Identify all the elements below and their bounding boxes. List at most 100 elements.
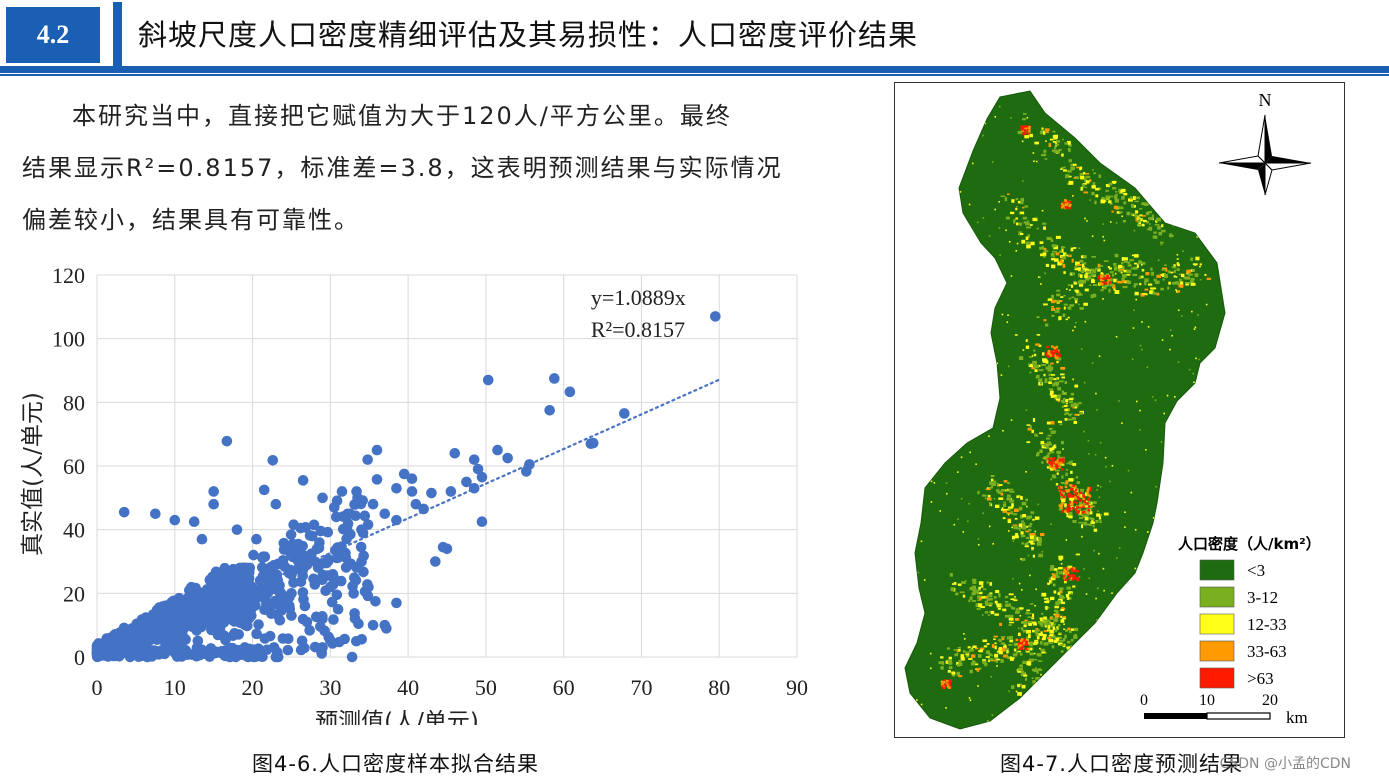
density-cell [1177,309,1180,312]
density-cell [1081,524,1084,529]
density-cell [1052,626,1055,630]
density-cell [1062,448,1064,450]
density-cell [1019,722,1022,725]
data-point [472,463,484,475]
density-cell [1095,392,1097,395]
density-cell [998,651,1003,655]
density-cell [1113,287,1116,291]
density-cell [1037,620,1043,624]
density-cell [984,497,987,500]
density-hotspot [1110,636,1113,639]
density-cell [1040,612,1044,615]
density-cell [1142,292,1146,295]
density-cell [1021,140,1024,143]
density-cell [1134,214,1138,218]
density-cell [994,504,1000,509]
density-cell [1031,429,1034,434]
density-cell [1036,334,1041,336]
density-cell [1015,617,1020,621]
density-hotspot [1066,201,1070,204]
density-cell [1008,617,1014,621]
density-cell [1121,261,1124,265]
density-cell [1006,497,1011,501]
density-cell [1025,409,1028,411]
density-cell [1045,263,1050,267]
density-cell [980,606,985,609]
density-cell [1163,461,1166,464]
density-cell [998,497,1004,500]
density-cell [1107,707,1110,710]
density-cell [1015,608,1019,612]
density-cell [1184,172,1187,175]
density-cell [1050,238,1053,241]
density-cell [991,161,994,163]
density-cell [1180,590,1183,593]
density-cell [1061,440,1064,445]
density-cell [1062,263,1066,268]
density-cell [1123,259,1128,263]
density-cell [1051,250,1057,253]
density-cell [919,516,922,518]
density-cell [1060,601,1065,605]
density-cell [996,658,1001,661]
density-cell [1064,380,1067,385]
density-cell [995,659,998,663]
density-cell [1135,217,1138,222]
density-hotspot [1062,495,1066,499]
density-hotspot [1097,276,1101,280]
density-hotspot [1020,643,1023,647]
density-cell [972,252,974,255]
density-cell [1148,211,1153,214]
density-cell [1176,262,1180,265]
data-point [202,605,214,617]
data-point [350,574,362,586]
density-cell [1051,149,1057,152]
data-point [321,557,332,569]
density-cell [1033,658,1038,661]
density-cell [1207,461,1210,464]
data-point [391,597,402,609]
density-cell [1033,652,1036,655]
density-cell [1114,610,1117,613]
density-cell [1038,633,1044,636]
density-hotspot [1067,206,1071,210]
density-cell [1027,234,1030,238]
density-cell [1050,239,1054,242]
density-cell [1079,501,1083,506]
density-cell [1162,267,1167,270]
density-cell [980,648,985,650]
density-cell [1102,223,1104,225]
density-cell [1060,481,1065,485]
density-cell [1028,528,1032,532]
density-cell [1083,430,1085,433]
density-cell [1033,349,1036,352]
density-cell [1036,636,1040,640]
density-hotspot [1062,570,1066,574]
data-point [147,609,159,620]
density-cell [1076,710,1078,713]
density-cell [1055,235,1061,239]
density-cell [1156,274,1162,278]
density-hotspot [1110,633,1114,636]
density-cell [1019,652,1023,656]
density-cell [946,385,949,388]
density-cell [1006,649,1009,654]
density-cell [1078,402,1082,405]
density-cell [1014,596,1016,598]
density-cell [1055,143,1060,146]
density-cell [979,649,983,653]
density-cell [1164,458,1167,461]
density-cell [948,661,953,665]
density-cell [1061,401,1066,404]
density-cell [1047,620,1051,623]
density-cell [956,671,961,676]
density-cell [1025,236,1029,240]
density-cell [1022,216,1027,220]
density-cell [1076,481,1080,484]
density-cell [1067,147,1071,152]
density-cell [1059,639,1065,642]
density-hotspot [1104,276,1107,280]
density-cell [1067,254,1072,258]
density-cell [946,647,950,650]
density-cell [1160,229,1166,233]
